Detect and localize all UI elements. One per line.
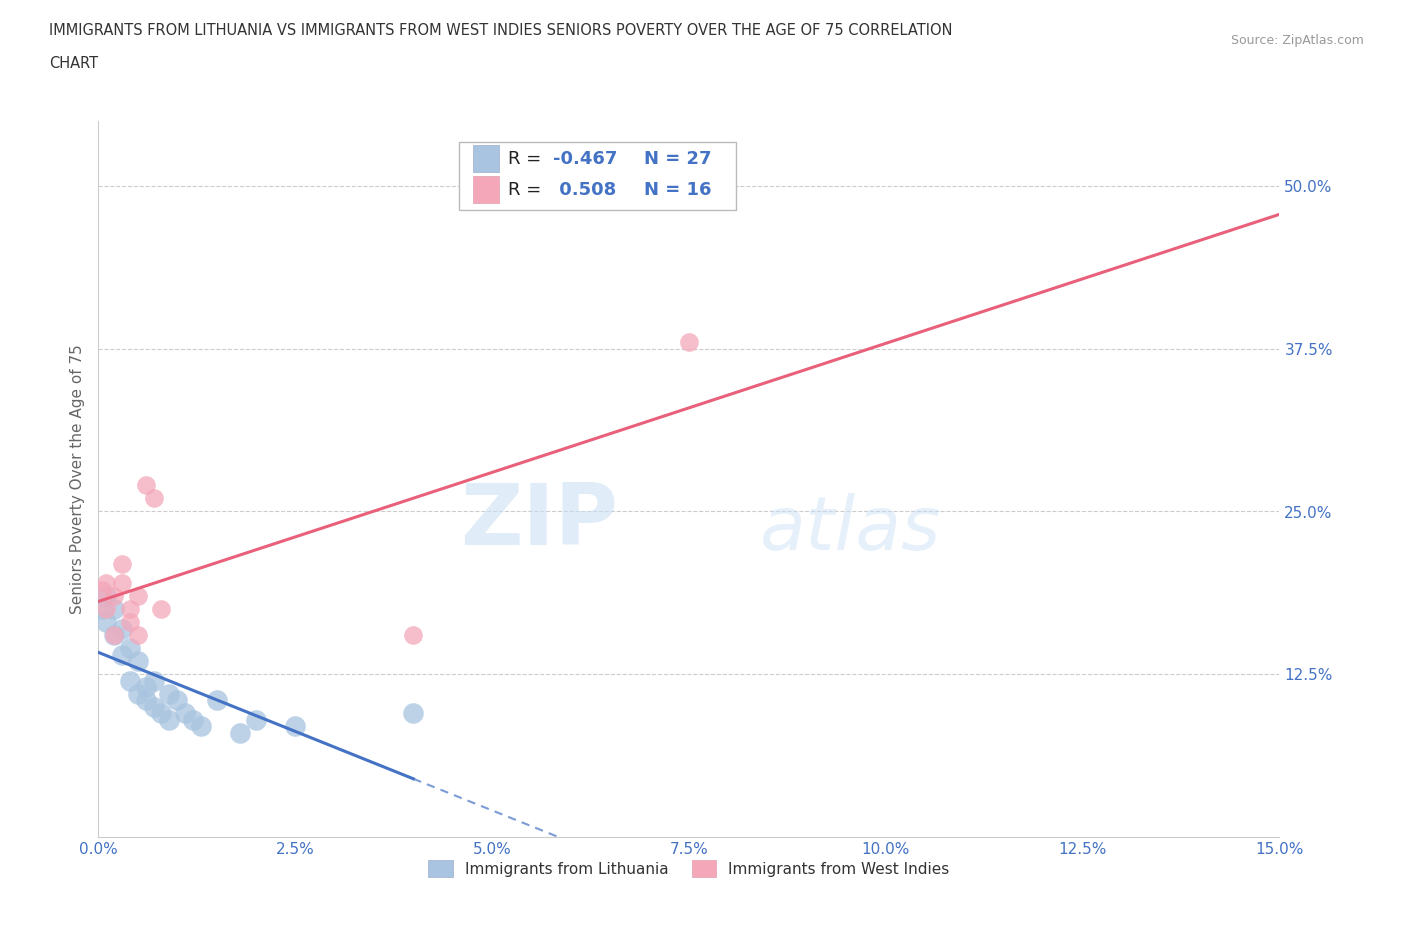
Point xyxy=(103,628,125,643)
Point xyxy=(103,589,125,604)
Point xyxy=(111,556,134,571)
Point xyxy=(678,335,700,350)
Point xyxy=(150,706,173,721)
Point xyxy=(135,693,157,708)
Text: R =: R = xyxy=(508,150,541,167)
Text: ZIP: ZIP xyxy=(460,481,619,564)
Point xyxy=(127,628,149,643)
Point xyxy=(127,686,149,701)
Point xyxy=(127,654,149,669)
Point xyxy=(111,576,134,591)
Point xyxy=(181,712,204,727)
Point xyxy=(118,673,141,688)
Text: R =: R = xyxy=(508,181,541,199)
Point xyxy=(96,602,118,617)
FancyBboxPatch shape xyxy=(458,142,737,210)
Point xyxy=(118,615,141,630)
FancyBboxPatch shape xyxy=(472,176,499,204)
Text: atlas: atlas xyxy=(759,493,941,565)
Legend: Immigrants from Lithuania, Immigrants from West Indies: Immigrants from Lithuania, Immigrants fr… xyxy=(422,854,956,883)
Point xyxy=(127,589,149,604)
Point xyxy=(205,693,228,708)
Point xyxy=(190,719,212,734)
Text: N = 16: N = 16 xyxy=(644,181,711,199)
Y-axis label: Seniors Poverty Over the Age of 75: Seniors Poverty Over the Age of 75 xyxy=(69,344,84,614)
Point xyxy=(91,582,114,597)
Point xyxy=(118,602,141,617)
Point xyxy=(150,602,173,617)
Point xyxy=(91,602,114,617)
Point xyxy=(229,725,252,740)
Point xyxy=(118,641,141,656)
Point xyxy=(111,621,134,636)
FancyBboxPatch shape xyxy=(472,145,499,172)
Point xyxy=(402,628,425,643)
Point xyxy=(245,712,267,727)
Text: CHART: CHART xyxy=(49,56,98,71)
Point xyxy=(103,602,125,617)
Point xyxy=(135,478,157,493)
Point xyxy=(103,628,125,643)
Point xyxy=(135,680,157,695)
Text: Source: ZipAtlas.com: Source: ZipAtlas.com xyxy=(1230,34,1364,47)
Point xyxy=(157,686,180,701)
Point xyxy=(96,576,118,591)
Point xyxy=(96,589,118,604)
Point xyxy=(142,491,165,506)
Text: N = 27: N = 27 xyxy=(644,150,711,167)
Point xyxy=(174,706,197,721)
Text: -0.467: -0.467 xyxy=(553,150,617,167)
Point xyxy=(284,719,307,734)
Point xyxy=(166,693,188,708)
Point xyxy=(142,699,165,714)
Point xyxy=(157,712,180,727)
Point xyxy=(402,706,425,721)
Point xyxy=(111,647,134,662)
Text: 0.508: 0.508 xyxy=(553,181,616,199)
Text: IMMIGRANTS FROM LITHUANIA VS IMMIGRANTS FROM WEST INDIES SENIORS POVERTY OVER TH: IMMIGRANTS FROM LITHUANIA VS IMMIGRANTS … xyxy=(49,23,953,38)
Point xyxy=(96,615,118,630)
Point xyxy=(142,673,165,688)
